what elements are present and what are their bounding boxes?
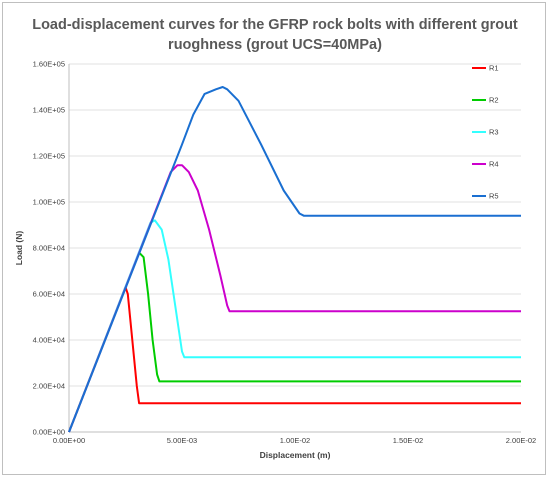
y-tick-label: 1.40E+05 bbox=[33, 106, 65, 115]
series-line-r4 bbox=[68, 164, 521, 433]
series-line-r3 bbox=[68, 219, 521, 433]
y-tick-label: 1.00E+05 bbox=[33, 198, 65, 207]
chart-frame bbox=[2, 2, 546, 475]
x-tick-label: 1.50E-02 bbox=[393, 436, 423, 445]
y-tick-label: 0.00E+00 bbox=[33, 428, 65, 437]
legend-label-r5: R5 bbox=[489, 192, 499, 201]
legend: R1 R2 R3 R4 R5 bbox=[472, 64, 499, 201]
tick-labels: 0.00E+00 2.00E+04 4.00E+04 6.00E+04 8.00E+04… bbox=[33, 60, 537, 446]
chart-title: Load-displacement curves for the GFRP ro… bbox=[0, 15, 550, 55]
plot-area bbox=[68, 86, 521, 433]
y-tick-label: 4.00E+04 bbox=[33, 336, 65, 345]
x-axis-label: Displacement (m) bbox=[260, 450, 331, 460]
x-tick-label: 0.00E+00 bbox=[53, 436, 85, 445]
series-line-r2 bbox=[68, 251, 521, 433]
chart-title-line-2: ruoghness (grout UCS=40MPa) bbox=[168, 37, 382, 53]
legend-label-r4: R4 bbox=[489, 160, 499, 169]
legend-label-r3: R3 bbox=[489, 128, 499, 137]
x-tick-label: 1.00E-02 bbox=[280, 436, 310, 445]
y-tick-label: 8.00E+04 bbox=[33, 244, 65, 253]
x-tick-label: 5.00E-03 bbox=[167, 436, 197, 445]
y-tick-label: 2.00E+04 bbox=[33, 382, 65, 391]
y-tick-label: 1.60E+05 bbox=[33, 60, 65, 69]
legend-label-r2: R2 bbox=[489, 96, 499, 105]
y-axis-label: Load (N) bbox=[14, 231, 24, 266]
x-tick-label: 2.00E-02 bbox=[506, 436, 536, 445]
gridlines bbox=[68, 63, 521, 433]
chart-title-line-1: Load-displacement curves for the GFRP ro… bbox=[32, 17, 518, 33]
legend-label-r1: R1 bbox=[489, 64, 499, 73]
y-tick-label: 6.00E+04 bbox=[33, 290, 65, 299]
series-line-r1 bbox=[68, 286, 521, 433]
y-tick-label: 1.20E+05 bbox=[33, 152, 65, 161]
series-line-r5 bbox=[68, 86, 521, 433]
